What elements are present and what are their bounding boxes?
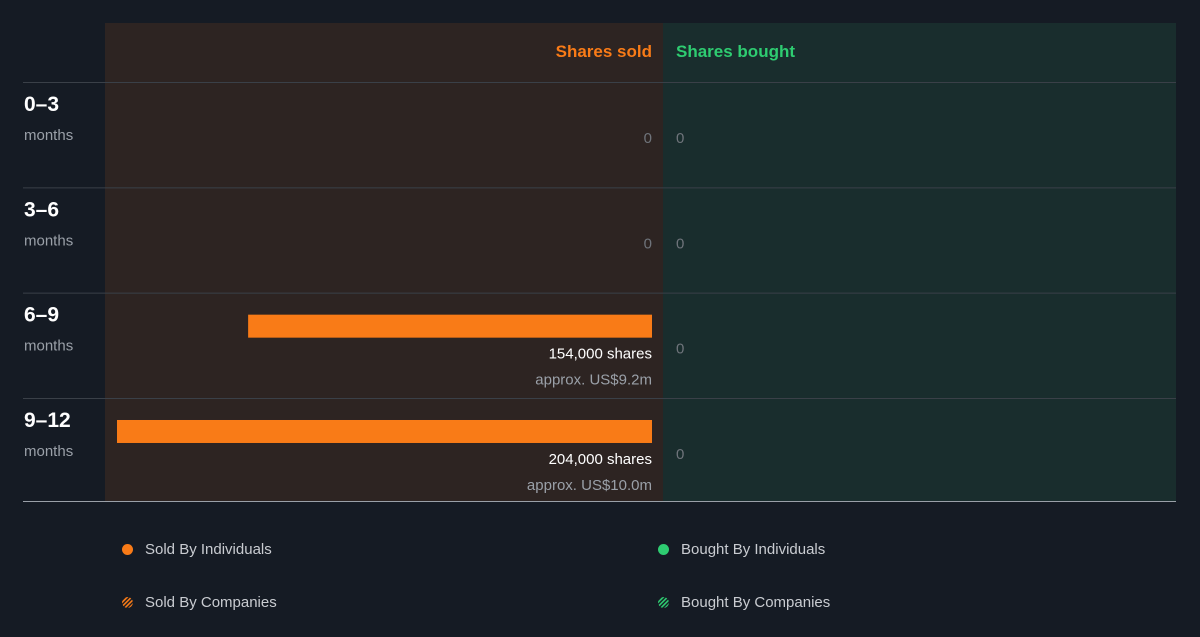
- sold-bar: [117, 419, 652, 443]
- bought-value-label: 0: [676, 341, 684, 358]
- sold-bar: [248, 314, 653, 338]
- legend-sold-individuals[interactable]: Sold By Individuals: [122, 541, 272, 558]
- bought-value-label: 0: [676, 446, 684, 463]
- row-unit-label: months: [24, 127, 73, 144]
- legend-label: Bought By Individuals: [681, 541, 826, 558]
- sold-approx-label: approx. US$9.2m: [535, 372, 652, 389]
- row-unit-label: months: [24, 232, 73, 249]
- row-unit-label: months: [24, 338, 73, 355]
- legend-label: Sold By Companies: [145, 594, 277, 611]
- bought-panel: [663, 23, 1176, 502]
- orange-dot-icon: [122, 544, 133, 555]
- row-unit-label: months: [24, 443, 73, 460]
- orange-hatched-icon: [122, 597, 133, 608]
- bought-header: Shares bought: [676, 42, 795, 61]
- row-range-label: 6–9: [24, 304, 59, 327]
- sold-value-label: 0: [644, 235, 652, 252]
- row-range-label: 9–12: [24, 409, 71, 432]
- legend-label: Bought By Companies: [681, 594, 831, 611]
- green-hatched-icon: [658, 597, 669, 608]
- green-dot-icon: [658, 544, 669, 555]
- legend-bought-individuals[interactable]: Bought By Individuals: [658, 541, 825, 558]
- legend-label: Sold By Individuals: [145, 541, 272, 558]
- sold-header: Shares sold: [556, 42, 652, 61]
- bought-value-label: 0: [676, 235, 684, 252]
- sold-shares-label: 204,000 shares: [549, 451, 652, 468]
- row-range-label: 3–6: [24, 198, 59, 221]
- legend-bought-companies[interactable]: Bought By Companies: [658, 594, 830, 611]
- row-range-label: 0–3: [24, 93, 59, 116]
- sold-value-label: 0: [644, 130, 652, 147]
- legend-sold-companies[interactable]: Sold By Companies: [122, 594, 277, 611]
- sold-approx-label: approx. US$10.0m: [527, 477, 652, 494]
- bought-value-label: 0: [676, 130, 684, 147]
- sold-shares-label: 154,000 shares: [549, 346, 652, 363]
